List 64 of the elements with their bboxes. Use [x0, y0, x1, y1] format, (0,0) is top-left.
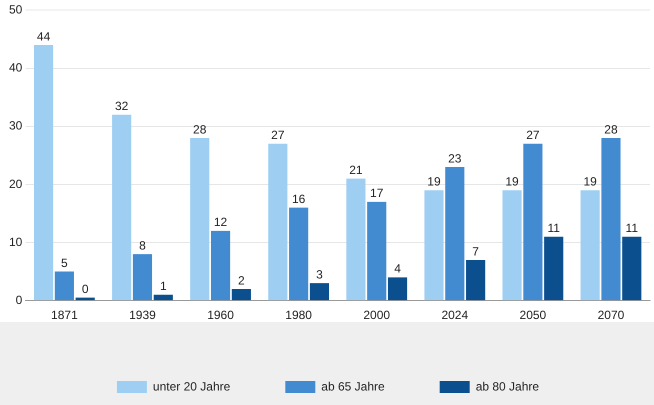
data-label: 19 — [427, 174, 441, 189]
y-tick-label: 0 — [16, 292, 23, 307]
bar — [346, 178, 366, 300]
data-label: 8 — [139, 238, 146, 252]
bar — [132, 254, 152, 300]
bar — [622, 236, 642, 300]
bar — [210, 230, 230, 300]
bar — [523, 144, 542, 300]
data-label: 28 — [604, 122, 618, 136]
bar — [466, 260, 486, 300]
x-tick-label: 1960 — [207, 308, 234, 322]
data-label: 28 — [193, 122, 207, 136]
bar — [154, 294, 173, 300]
y-tick-label: 10 — [8, 234, 23, 249]
bar — [54, 272, 74, 300]
y-tick-label: 20 — [8, 176, 23, 191]
data-label: 11 — [626, 221, 638, 236]
bar — [424, 190, 444, 300]
data-label: 3 — [316, 267, 324, 282]
bar — [268, 144, 288, 300]
y-tick-label: 50 — [8, 2, 23, 17]
bar — [544, 236, 564, 300]
data-label: 23 — [448, 151, 462, 166]
y-tick-label: 40 — [8, 60, 23, 75]
bar — [445, 167, 464, 300]
bar — [502, 190, 522, 300]
bar — [34, 45, 54, 300]
bar — [601, 138, 621, 300]
data-label: 19 — [583, 174, 598, 189]
data-label: 17 — [370, 186, 384, 200]
data-label: 16 — [292, 192, 306, 206]
bar — [190, 138, 210, 300]
data-label: 0 — [82, 282, 89, 296]
bar — [112, 114, 132, 300]
data-label: 44 — [36, 29, 51, 44]
legend-label: ab 65 Jahre — [321, 379, 386, 394]
data-label: 1 — [160, 279, 167, 294]
data-label: 27 — [271, 128, 285, 142]
data-label: 27 — [526, 128, 540, 142]
data-label: 32 — [114, 99, 129, 114]
x-tick-label: 2050 — [520, 308, 547, 322]
data-label: 4 — [394, 262, 402, 276]
bar — [232, 288, 251, 300]
x-tick-label: 1939 — [129, 308, 156, 322]
data-label: 19 — [505, 174, 520, 189]
bar — [580, 190, 600, 300]
x-tick-label: 1871 — [51, 308, 78, 322]
data-label: 12 — [214, 215, 228, 230]
x-tick-label: 1980 — [285, 308, 312, 322]
x-tick-label: 2070 — [598, 308, 625, 322]
data-label: 21 — [349, 162, 363, 177]
x-tick-label: 2000 — [363, 308, 390, 322]
data-label: 11 — [547, 221, 560, 236]
data-label: 5 — [61, 256, 68, 270]
bar — [289, 208, 308, 300]
data-label: 2 — [238, 273, 246, 288]
bar — [367, 202, 386, 300]
y-tick-label: 30 — [8, 118, 23, 133]
bar — [388, 277, 408, 300]
legend-label: unter 20 Jahre — [152, 379, 231, 394]
data-label: 7 — [472, 244, 480, 258]
x-tick-label: 2024 — [441, 308, 468, 322]
bar — [310, 283, 330, 300]
legend-label: ab 80 Jahre — [476, 379, 540, 394]
